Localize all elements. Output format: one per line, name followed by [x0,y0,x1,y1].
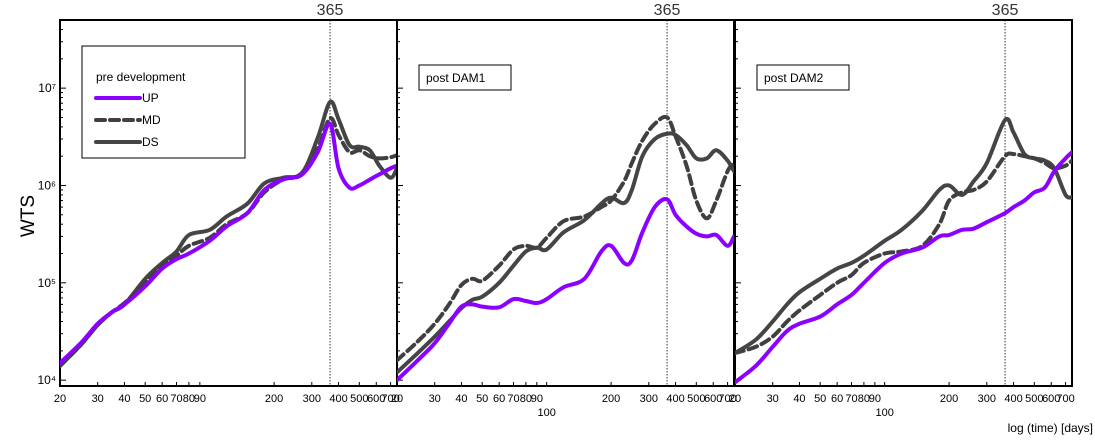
legend-label: UP [142,91,159,105]
series-line-up [735,150,1072,385]
x-tick-label: 40 [455,393,467,405]
series-group [735,116,1072,385]
x-tick-label: 30 [92,393,104,405]
x-tick-label: 30 [429,393,441,405]
panel-label-text: post DAM2 [764,71,824,85]
x-tick-label: 400 [666,393,684,405]
vline-label: 365 [654,2,681,19]
x-tick-label: 400 [329,393,347,405]
panel-label: post DAM1 [418,64,512,91]
x-tick-label: 90 [869,393,881,405]
x-tick-label: 600 [1042,393,1060,405]
x-tick-label: 40 [118,393,130,405]
legend: pre development UP MD DS [81,45,246,159]
y-tick-label: 10⁶ [38,178,56,192]
x-tick-label: 90 [531,393,543,405]
x-tick-label: 700 [718,393,736,405]
x-tick-label: 40 [793,393,805,405]
x-tick-label: 600 [704,393,722,405]
series-line-ds [397,131,734,375]
y-tick-label: 10⁵ [38,276,56,290]
legend-label: DS [142,135,159,149]
x-tick-label: 400 [1004,393,1022,405]
x-tick-label: 80 [520,393,532,405]
panel-frame [734,19,1073,387]
x-tick-label: 20 [54,393,66,405]
x-tick-label: 100 [875,407,893,419]
series-group [397,114,734,383]
x-tick-label: 80 [858,393,870,405]
x-tick-label: 100 [537,407,555,419]
x-tick-label: 20 [729,393,741,405]
x-tick-label: 700 [381,393,399,405]
x-tick-label: 30 [767,393,779,405]
x-axis-label: log (time) [days] [1008,421,1093,435]
x-tick-label: 600 [367,393,385,405]
x-tick-label: 70 [845,393,857,405]
series-line-md [397,114,734,363]
y-tick-label: 10⁴ [37,373,56,387]
x-tick-label: 60 [493,393,505,405]
x-tick-label: 50 [139,393,151,405]
x-tick-label: 300 [978,393,996,405]
x-tick-label: 50 [476,393,488,405]
y-tick-label: 10⁷ [38,81,56,95]
series-group [60,99,397,368]
series-line-md [735,151,1072,356]
x-tick-label: 200 [602,393,620,405]
series-line-up [60,121,397,366]
legend-title: pre development [96,70,186,84]
x-tick-label: 50 [814,393,826,405]
x-tick-label: 70 [170,393,182,405]
x-tick-label: 60 [156,393,168,405]
x-tick-label: 20 [391,393,403,405]
x-tick-label: 500 [687,393,705,405]
x-tick-label: 200 [940,393,958,405]
x-tick-label: 200 [265,393,283,405]
x-tick-label: 300 [303,393,321,405]
vline-label: 365 [992,2,1019,19]
legend-box [81,45,246,159]
series-line-up [397,197,734,383]
x-tick-label: 700 [1056,393,1074,405]
panel-label: post DAM2 [756,64,850,91]
x-tick-label: 90 [194,393,206,405]
x-tick-label: 60 [831,393,843,405]
x-tick-label: 80 [183,393,195,405]
vline-label: 365 [317,2,344,19]
panel-label-box [418,64,512,91]
y-axis-label: WTS [18,195,39,237]
x-tick-label: 500 [350,393,368,405]
x-tick-label: 70 [507,393,519,405]
legend-label: MD [142,113,161,127]
x-tick-label: 300 [640,393,658,405]
panel-label-text: post DAM1 [426,71,486,85]
panel-label-box [756,64,850,91]
x-tick-label: 500 [1025,393,1043,405]
